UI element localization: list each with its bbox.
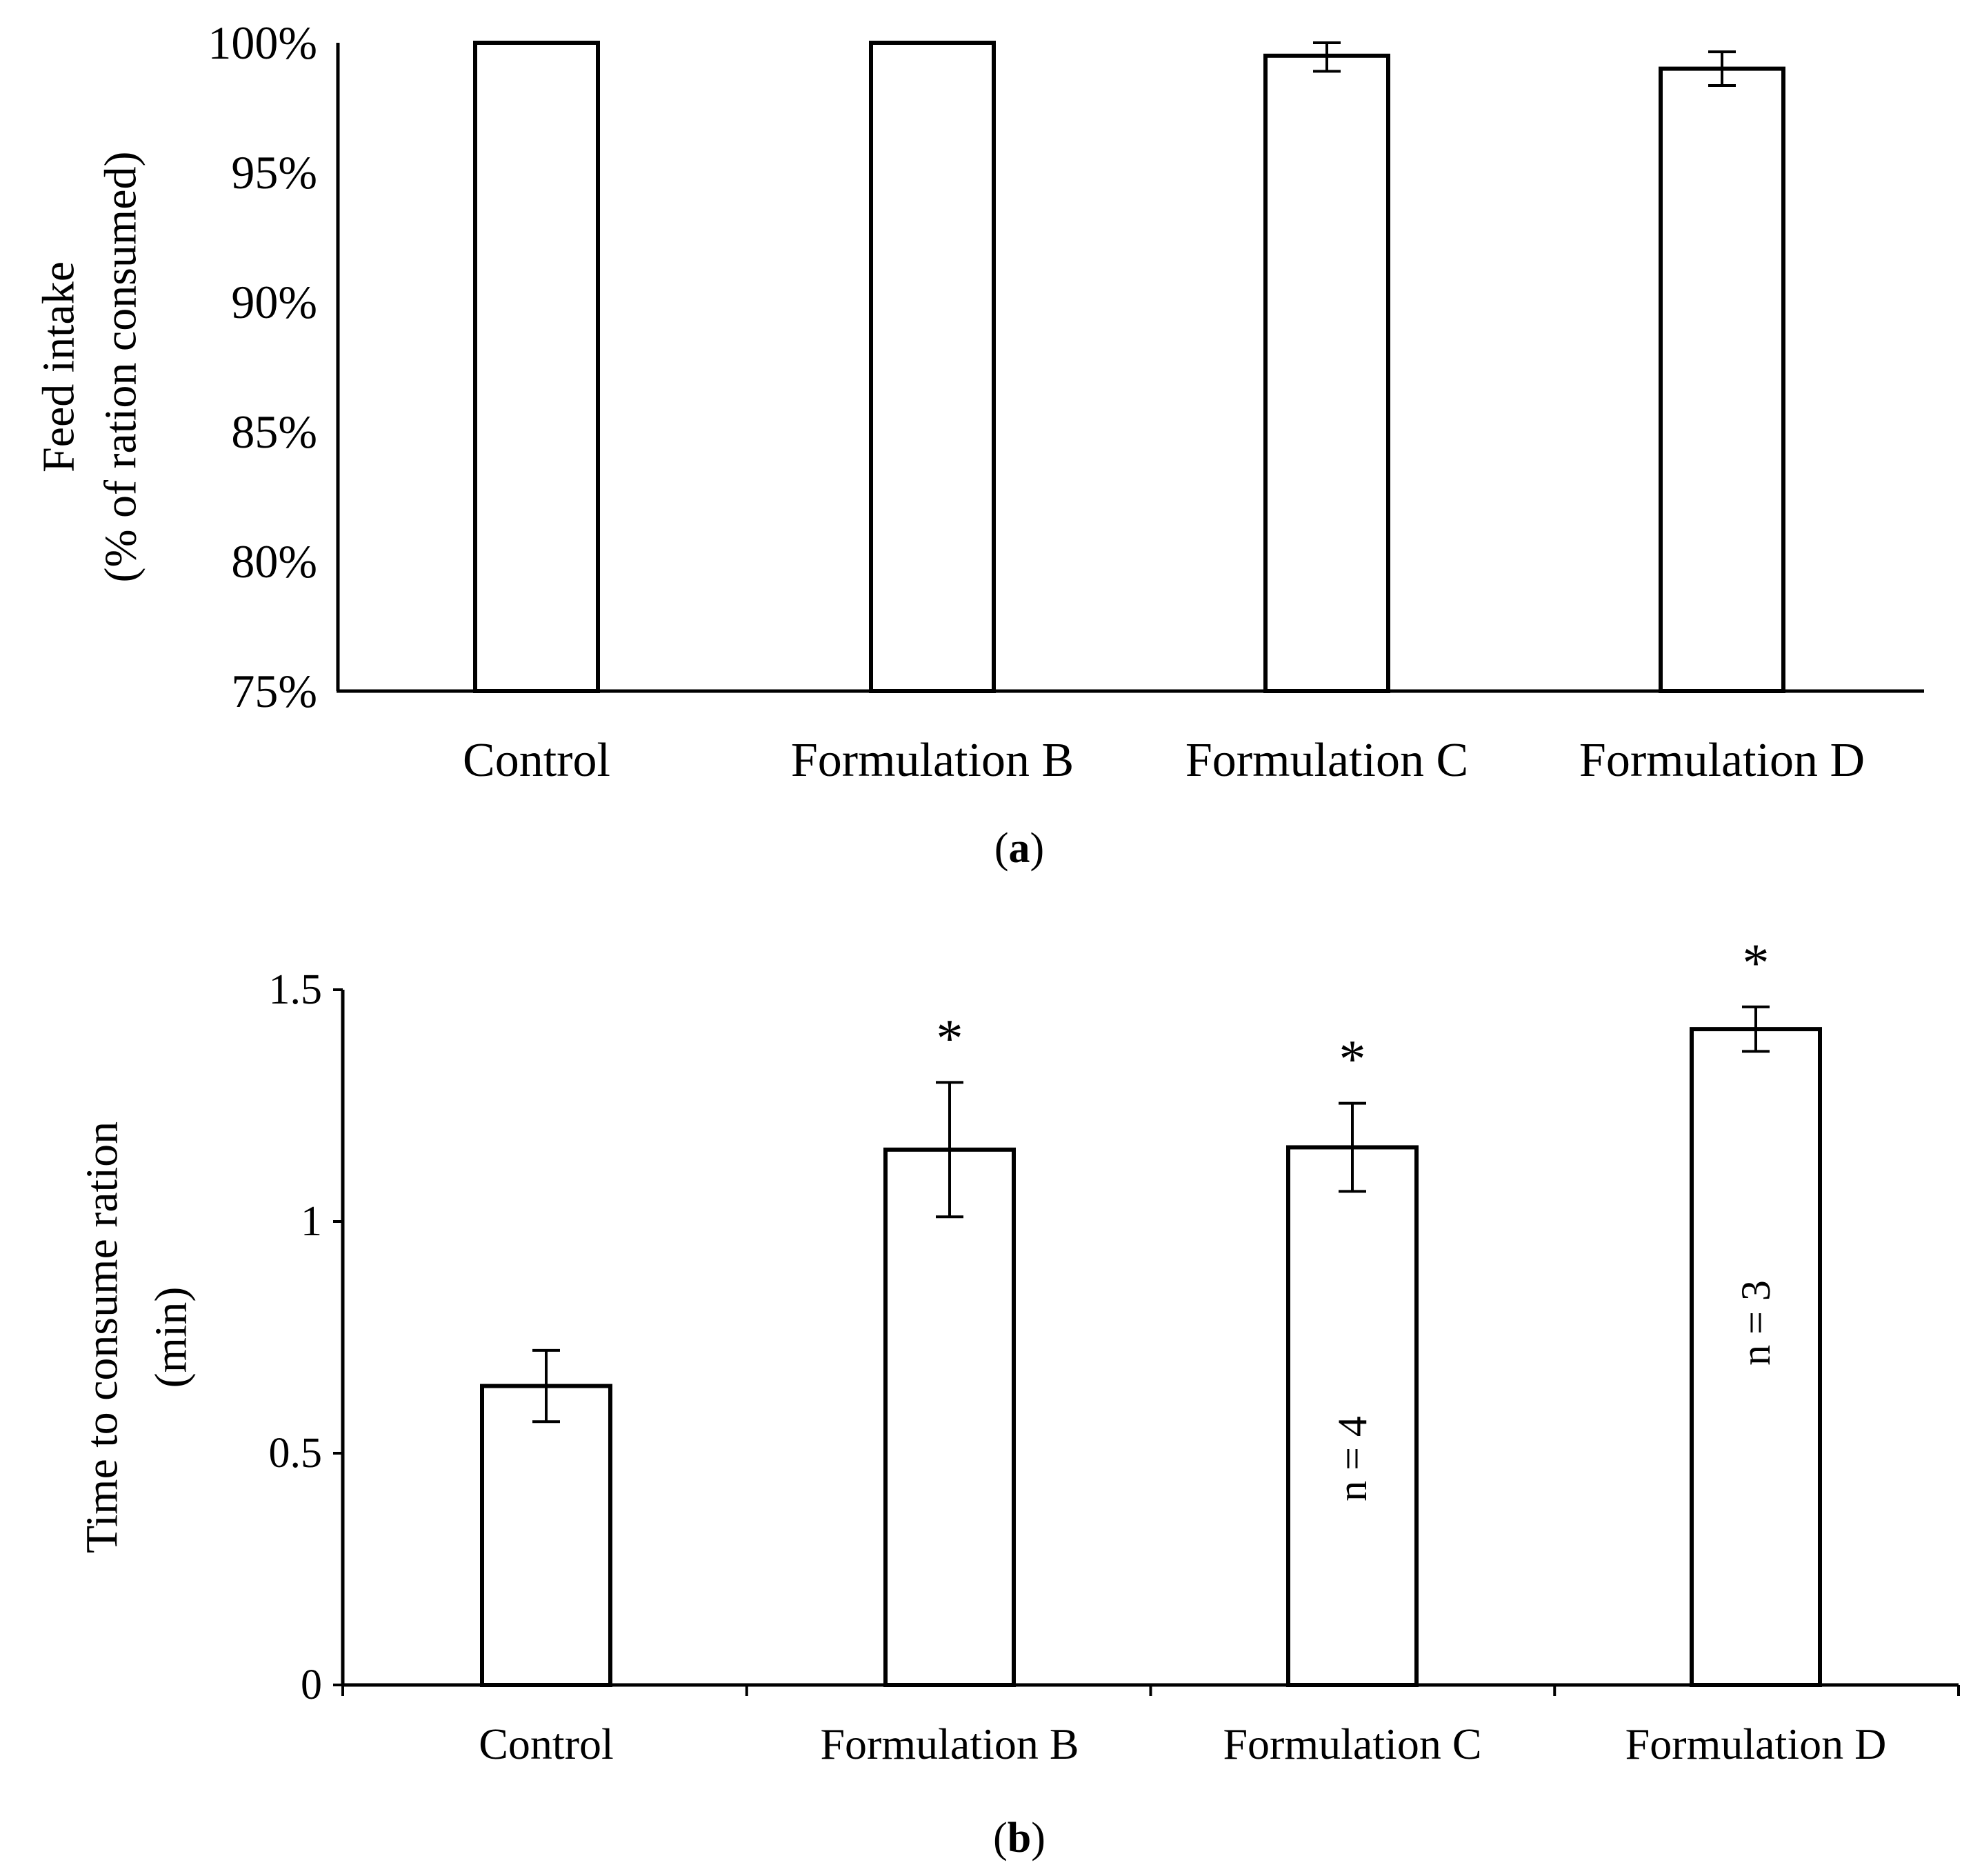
y-tick-label: 75%: [231, 665, 317, 717]
y-tick-label: 0: [301, 1662, 322, 1708]
y-tick-label: 0.5: [269, 1430, 323, 1477]
y-axis-label-line: (% of ration consumed): [96, 152, 146, 583]
bar-control: [473, 41, 600, 693]
bar-sample-size-note: n = 3: [1733, 1280, 1779, 1366]
bar-formulation-c: [1263, 53, 1390, 694]
x-category-label: Formulation C: [1185, 734, 1468, 787]
y-tick-label: 1: [301, 1198, 322, 1245]
y-axis-label-line: Feed intake: [34, 261, 84, 472]
y-tick-label: 90%: [231, 276, 317, 328]
bar-control: [480, 1384, 612, 1688]
bar-formulation-b: [883, 1147, 1016, 1687]
significance-marker: *: [1339, 1029, 1366, 1089]
bar-sample-size-note: n = 4: [1330, 1416, 1375, 1501]
x-category-label: Formulation D: [1579, 734, 1865, 787]
x-category-label: Formulation B: [791, 734, 1074, 787]
y-axis-label-line: Time to consume ration: [77, 1121, 128, 1553]
x-category-label: Formulation B: [820, 1719, 1079, 1768]
significance-marker: *: [937, 1008, 963, 1068]
x-category-label: Control: [479, 1719, 614, 1768]
bar-formulation-d: [1659, 66, 1785, 694]
x-category-label: Formulation D: [1625, 1719, 1887, 1768]
x-category-label: Control: [463, 734, 610, 787]
panel-a-chart: 75% 80% 85% 90% 95% 100% Control Formulation B F…: [34, 17, 1924, 787]
bar-formulation-b: [869, 41, 996, 693]
panel-a-caption-letter: a: [1009, 825, 1030, 872]
panel-a-caption: (a): [994, 825, 1044, 872]
y-tick-label: 1.5: [269, 966, 323, 1013]
x-category-label: Formulation C: [1223, 1719, 1481, 1768]
panel-b-caption: (b): [993, 1815, 1045, 1862]
y-tick-label: 80%: [231, 535, 317, 588]
bar-formulation-d: [1690, 1027, 1822, 1687]
significance-marker: *: [1743, 932, 1770, 992]
y-tick-label: 95%: [231, 146, 317, 199]
panel-b-caption-letter: b: [1008, 1815, 1031, 1862]
y-axis-label-line: (min): [146, 1287, 197, 1388]
y-tick-label: 85%: [231, 406, 317, 458]
y-tick-label: 100%: [208, 17, 317, 69]
panel-b-chart: 0 0.5 1 1.5 Control Formulation B * Formulation…: [77, 932, 1960, 1768]
